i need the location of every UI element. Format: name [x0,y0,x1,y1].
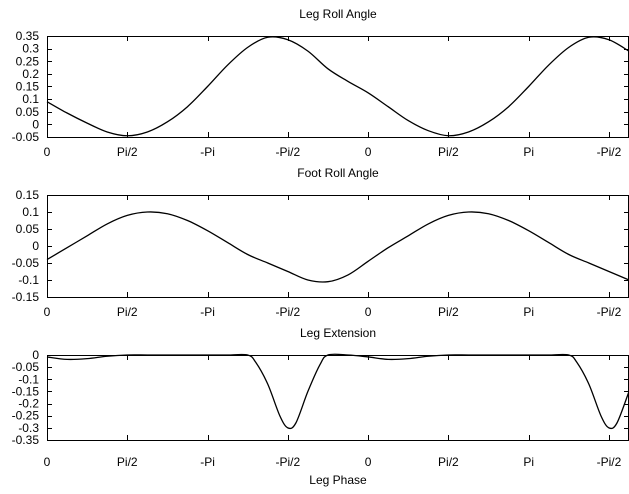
x-tick-label: -Pi/2 [275,145,300,159]
x-tick-label: -Pi/2 [597,145,622,159]
y-tick-label: 0.05 [16,105,40,119]
y-tick-label: -0.05 [12,130,40,144]
series-line [46,36,629,137]
plot-frame [47,36,629,138]
y-tick-label: -0.25 [12,409,40,423]
x-tick-label: 0 [365,305,372,319]
x-tick-label: Pi/2 [438,455,459,469]
y-tick-label: 0.15 [16,80,40,94]
x-tick-label: 0 [365,145,372,159]
y-tick-label: -0.35 [12,433,40,447]
y-tick-label: 0.25 [16,54,40,68]
y-tick-label: 0.3 [22,42,39,56]
series-line [46,353,629,430]
leg-roll-angle-chart: Leg Roll Angle 0 Pi/2 -Pi -Pi/2 0 Pi/2 Pi -Pi/2… [12,7,629,159]
x-tick-label: 0 [44,455,51,469]
chart-title: Leg Extension [300,326,376,340]
x-tick-label: 0 [44,305,51,319]
plot-frame [47,195,629,298]
x-tick-label: Pi [523,305,534,319]
x-tick-label: Pi/2 [438,305,459,319]
y-tick-label: 0.1 [22,205,39,219]
chart-title: Leg Roll Angle [299,7,377,21]
y-tick-label: 0.35 [16,29,40,43]
y-tick-label: -0.2 [18,397,39,411]
x-tick-label: -Pi [200,455,215,469]
plot-frame [47,355,629,441]
y-tick-label: 0.2 [22,67,39,81]
y-tick-label: 0 [32,117,39,131]
y-tick-label: 0 [32,239,39,253]
x-tick-label: -Pi [200,145,215,159]
y-tick-label: 0.05 [16,222,40,236]
y-tick-label: -0.3 [18,421,39,435]
y-tick-label: -0.05 [12,256,40,270]
x-tick-label: -Pi/2 [275,455,300,469]
chart-title: Foot Roll Angle [297,166,379,180]
x-tick-label: -Pi/2 [275,305,300,319]
x-tick-label: Pi/2 [117,305,138,319]
x-tick-label: Pi/2 [117,145,138,159]
x-tick-label: Pi/2 [117,455,138,469]
x-axis-label: Leg Phase [309,473,367,487]
x-tick-label: Pi/2 [438,145,459,159]
y-tick-label: 0.1 [22,92,39,106]
y-tick-label: 0.15 [16,188,40,202]
x-tick-label: Pi [523,145,534,159]
y-tick-label: -0.15 [12,290,40,304]
x-tick-label: Pi [523,455,534,469]
y-tick-label: -0.1 [18,372,39,386]
y-tick-label: -0.1 [18,273,39,287]
x-tick-label: -Pi/2 [597,455,622,469]
foot-roll-angle-chart: Foot Roll Angle 0 Pi/2 -Pi -Pi/2 0 Pi/2 Pi -Pi/… [12,166,629,319]
x-tick-label: 0 [44,145,51,159]
x-tick-label: -Pi [200,305,215,319]
y-tick-label: -0.15 [12,384,40,398]
x-tick-label: -Pi/2 [597,305,622,319]
y-tick-label: -0.05 [12,360,40,374]
series-line [46,211,629,283]
y-tick-label: 0 [32,348,39,362]
x-tick-label: 0 [365,455,372,469]
leg-extension-chart: Leg Extension 0 Pi/2 -Pi -Pi/2 0 Pi/2 Pi -Pi/2 0… [12,326,629,469]
